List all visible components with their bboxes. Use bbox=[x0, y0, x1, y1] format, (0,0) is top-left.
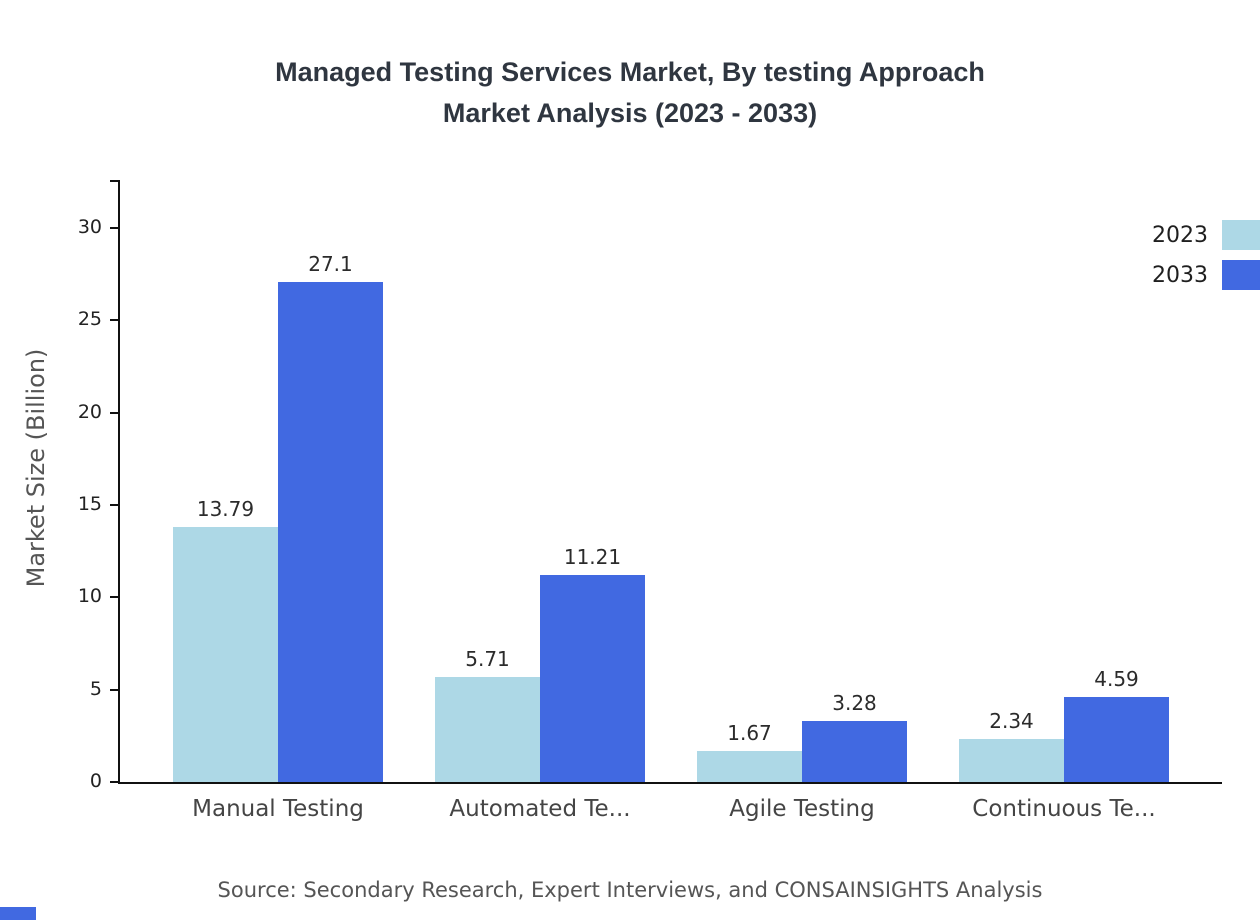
legend-label: 2023 bbox=[1152, 222, 1208, 248]
bottom-left-accent bbox=[0, 907, 36, 920]
x-axis-category-label: Agile Testing bbox=[729, 796, 875, 822]
y-axis-tick bbox=[110, 319, 119, 322]
y-axis-tick bbox=[110, 504, 119, 506]
legend-label: 2033 bbox=[1152, 262, 1208, 288]
value-label: 11.21 bbox=[563, 544, 622, 569]
chart-title: Managed Testing Services Market, By test… bbox=[0, 52, 1260, 134]
legend-swatch bbox=[1222, 220, 1260, 250]
y-axis-tick bbox=[110, 411, 119, 414]
bar-2023 bbox=[173, 527, 278, 782]
x-axis-category-label: Automated Te... bbox=[449, 796, 631, 822]
legend: 2023 2033 bbox=[1152, 220, 1260, 290]
legend-item-2033: 2033 bbox=[1152, 260, 1260, 290]
bar-2033 bbox=[1064, 697, 1169, 782]
chart-title-line1: Managed Testing Services Market, By test… bbox=[275, 57, 985, 87]
y-axis-tick bbox=[110, 227, 119, 229]
y-axis-tick-label: 15 bbox=[77, 493, 102, 515]
y-axis-tick-label: 10 bbox=[77, 585, 102, 608]
value-label: 5.71 bbox=[465, 646, 510, 671]
bar-2023 bbox=[435, 676, 540, 782]
bar-2033 bbox=[802, 721, 907, 782]
bar-2033 bbox=[278, 281, 383, 782]
value-label: 1.67 bbox=[727, 721, 772, 746]
value-label: 3.28 bbox=[832, 691, 877, 716]
legend-item-2023: 2023 bbox=[1152, 220, 1260, 250]
x-axis-category-label: Continuous Te... bbox=[972, 796, 1156, 822]
y-axis-tick-label: 0 bbox=[89, 770, 102, 792]
y-axis-tick-label: 20 bbox=[77, 400, 102, 423]
y-axis-tick-label: 25 bbox=[77, 308, 102, 331]
value-label: 27.1 bbox=[308, 251, 353, 276]
y-axis-tick-label: 5 bbox=[89, 677, 102, 700]
bar-2023 bbox=[959, 738, 1064, 782]
y-axis-title: Market Size (Billion) bbox=[22, 348, 50, 588]
bar-2023 bbox=[697, 751, 802, 782]
plot-area: 0 5 10 15 20 25 30 13.79 27.1 Manual Testing 5.71 1… bbox=[78, 180, 1222, 822]
y-axis-tick-label: 30 bbox=[77, 216, 102, 238]
y-axis-tick bbox=[110, 781, 119, 783]
chart-title-line2: Market Analysis (2023 - 2033) bbox=[442, 98, 818, 128]
legend-swatch bbox=[1222, 260, 1260, 290]
value-label: 2.34 bbox=[989, 708, 1034, 733]
y-axis-tick bbox=[110, 688, 119, 691]
x-axis-category-label: Manual Testing bbox=[192, 796, 364, 822]
value-label: 13.79 bbox=[196, 497, 255, 522]
value-label: 4.59 bbox=[1094, 667, 1139, 692]
bar-2033 bbox=[540, 574, 645, 782]
source-note: Source: Secondary Research, Expert Inter… bbox=[217, 878, 1043, 902]
y-axis-tick bbox=[110, 596, 119, 599]
y-axis-end-tick bbox=[110, 180, 119, 182]
